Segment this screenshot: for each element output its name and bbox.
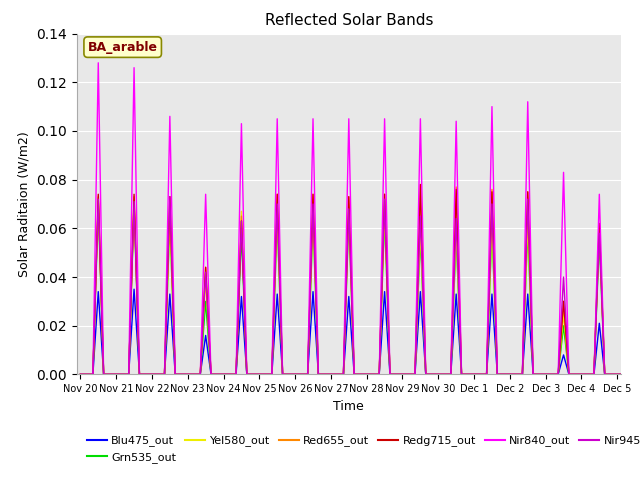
Nir840_out (631, 372, 639, 377)
Red655_out (77, 372, 84, 377)
Yel580_out (631, 372, 639, 377)
Blu475_out (577, 372, 585, 377)
Red655_out (577, 372, 585, 377)
Line: Red655_out: Red655_out (81, 184, 640, 374)
Grn535_out (327, 372, 335, 377)
Red655_out (243, 372, 251, 377)
Nir840_out (577, 372, 585, 377)
Y-axis label: Solar Raditaion (W/m2): Solar Raditaion (W/m2) (18, 131, 31, 277)
Red655_out (376, 372, 383, 377)
Nir840_out (77, 372, 84, 377)
Redg715_out (577, 372, 585, 377)
Line: Redg715_out: Redg715_out (81, 184, 640, 374)
Red655_out (417, 181, 424, 187)
Title: Reflected Solar Bands: Reflected Solar Bands (264, 13, 433, 28)
Nir945_out (166, 194, 173, 200)
Redg715_out (376, 372, 383, 377)
Redg715_out (417, 181, 424, 187)
Blu475_out (130, 286, 138, 292)
Nir945_out (577, 372, 585, 377)
Line: Blu475_out: Blu475_out (81, 289, 640, 374)
Line: Nir945_out: Nir945_out (81, 197, 640, 374)
Red655_out (631, 372, 639, 377)
Line: Grn535_out: Grn535_out (81, 206, 640, 374)
Blu475_out (381, 289, 388, 295)
Redg715_out (243, 372, 251, 377)
Yel580_out (95, 199, 102, 204)
Nir840_out (255, 372, 263, 377)
Line: Yel580_out: Yel580_out (81, 202, 640, 374)
Nir840_out (327, 372, 335, 377)
Nir945_out (220, 372, 227, 377)
Yel580_out (255, 372, 263, 377)
Nir945_out (631, 372, 639, 377)
Yel580_out (220, 372, 227, 377)
Nir840_out (381, 116, 388, 121)
Legend: Blu475_out, Grn535_out, Yel580_out, Red655_out, Redg715_out, Nir840_out, Nir945_: Blu475_out, Grn535_out, Yel580_out, Red6… (83, 431, 640, 468)
Blu475_out (631, 372, 639, 377)
Text: BA_arable: BA_arable (88, 41, 157, 54)
Grn535_out (631, 372, 639, 377)
Redg715_out (314, 372, 322, 377)
Yel580_out (577, 372, 585, 377)
Grn535_out (95, 204, 102, 209)
Grn535_out (77, 372, 84, 377)
Grn535_out (255, 372, 263, 377)
Nir945_out (255, 372, 263, 377)
Grn535_out (220, 372, 227, 377)
Redg715_out (631, 372, 639, 377)
Line: Nir840_out: Nir840_out (81, 63, 640, 374)
Blu475_out (327, 372, 335, 377)
Grn535_out (381, 213, 388, 219)
Yel580_out (327, 372, 335, 377)
Yel580_out (381, 206, 388, 212)
Nir945_out (327, 372, 335, 377)
Blu475_out (220, 372, 227, 377)
Red655_out (314, 372, 322, 377)
Red655_out (207, 372, 215, 377)
Nir840_out (95, 60, 102, 66)
Blu475_out (255, 372, 263, 377)
Nir945_out (77, 372, 84, 377)
Grn535_out (577, 372, 585, 377)
Nir945_out (381, 196, 388, 202)
Redg715_out (207, 372, 215, 377)
Nir840_out (220, 372, 227, 377)
Redg715_out (77, 372, 84, 377)
Blu475_out (77, 372, 84, 377)
X-axis label: Time: Time (333, 400, 364, 413)
Yel580_out (77, 372, 84, 377)
